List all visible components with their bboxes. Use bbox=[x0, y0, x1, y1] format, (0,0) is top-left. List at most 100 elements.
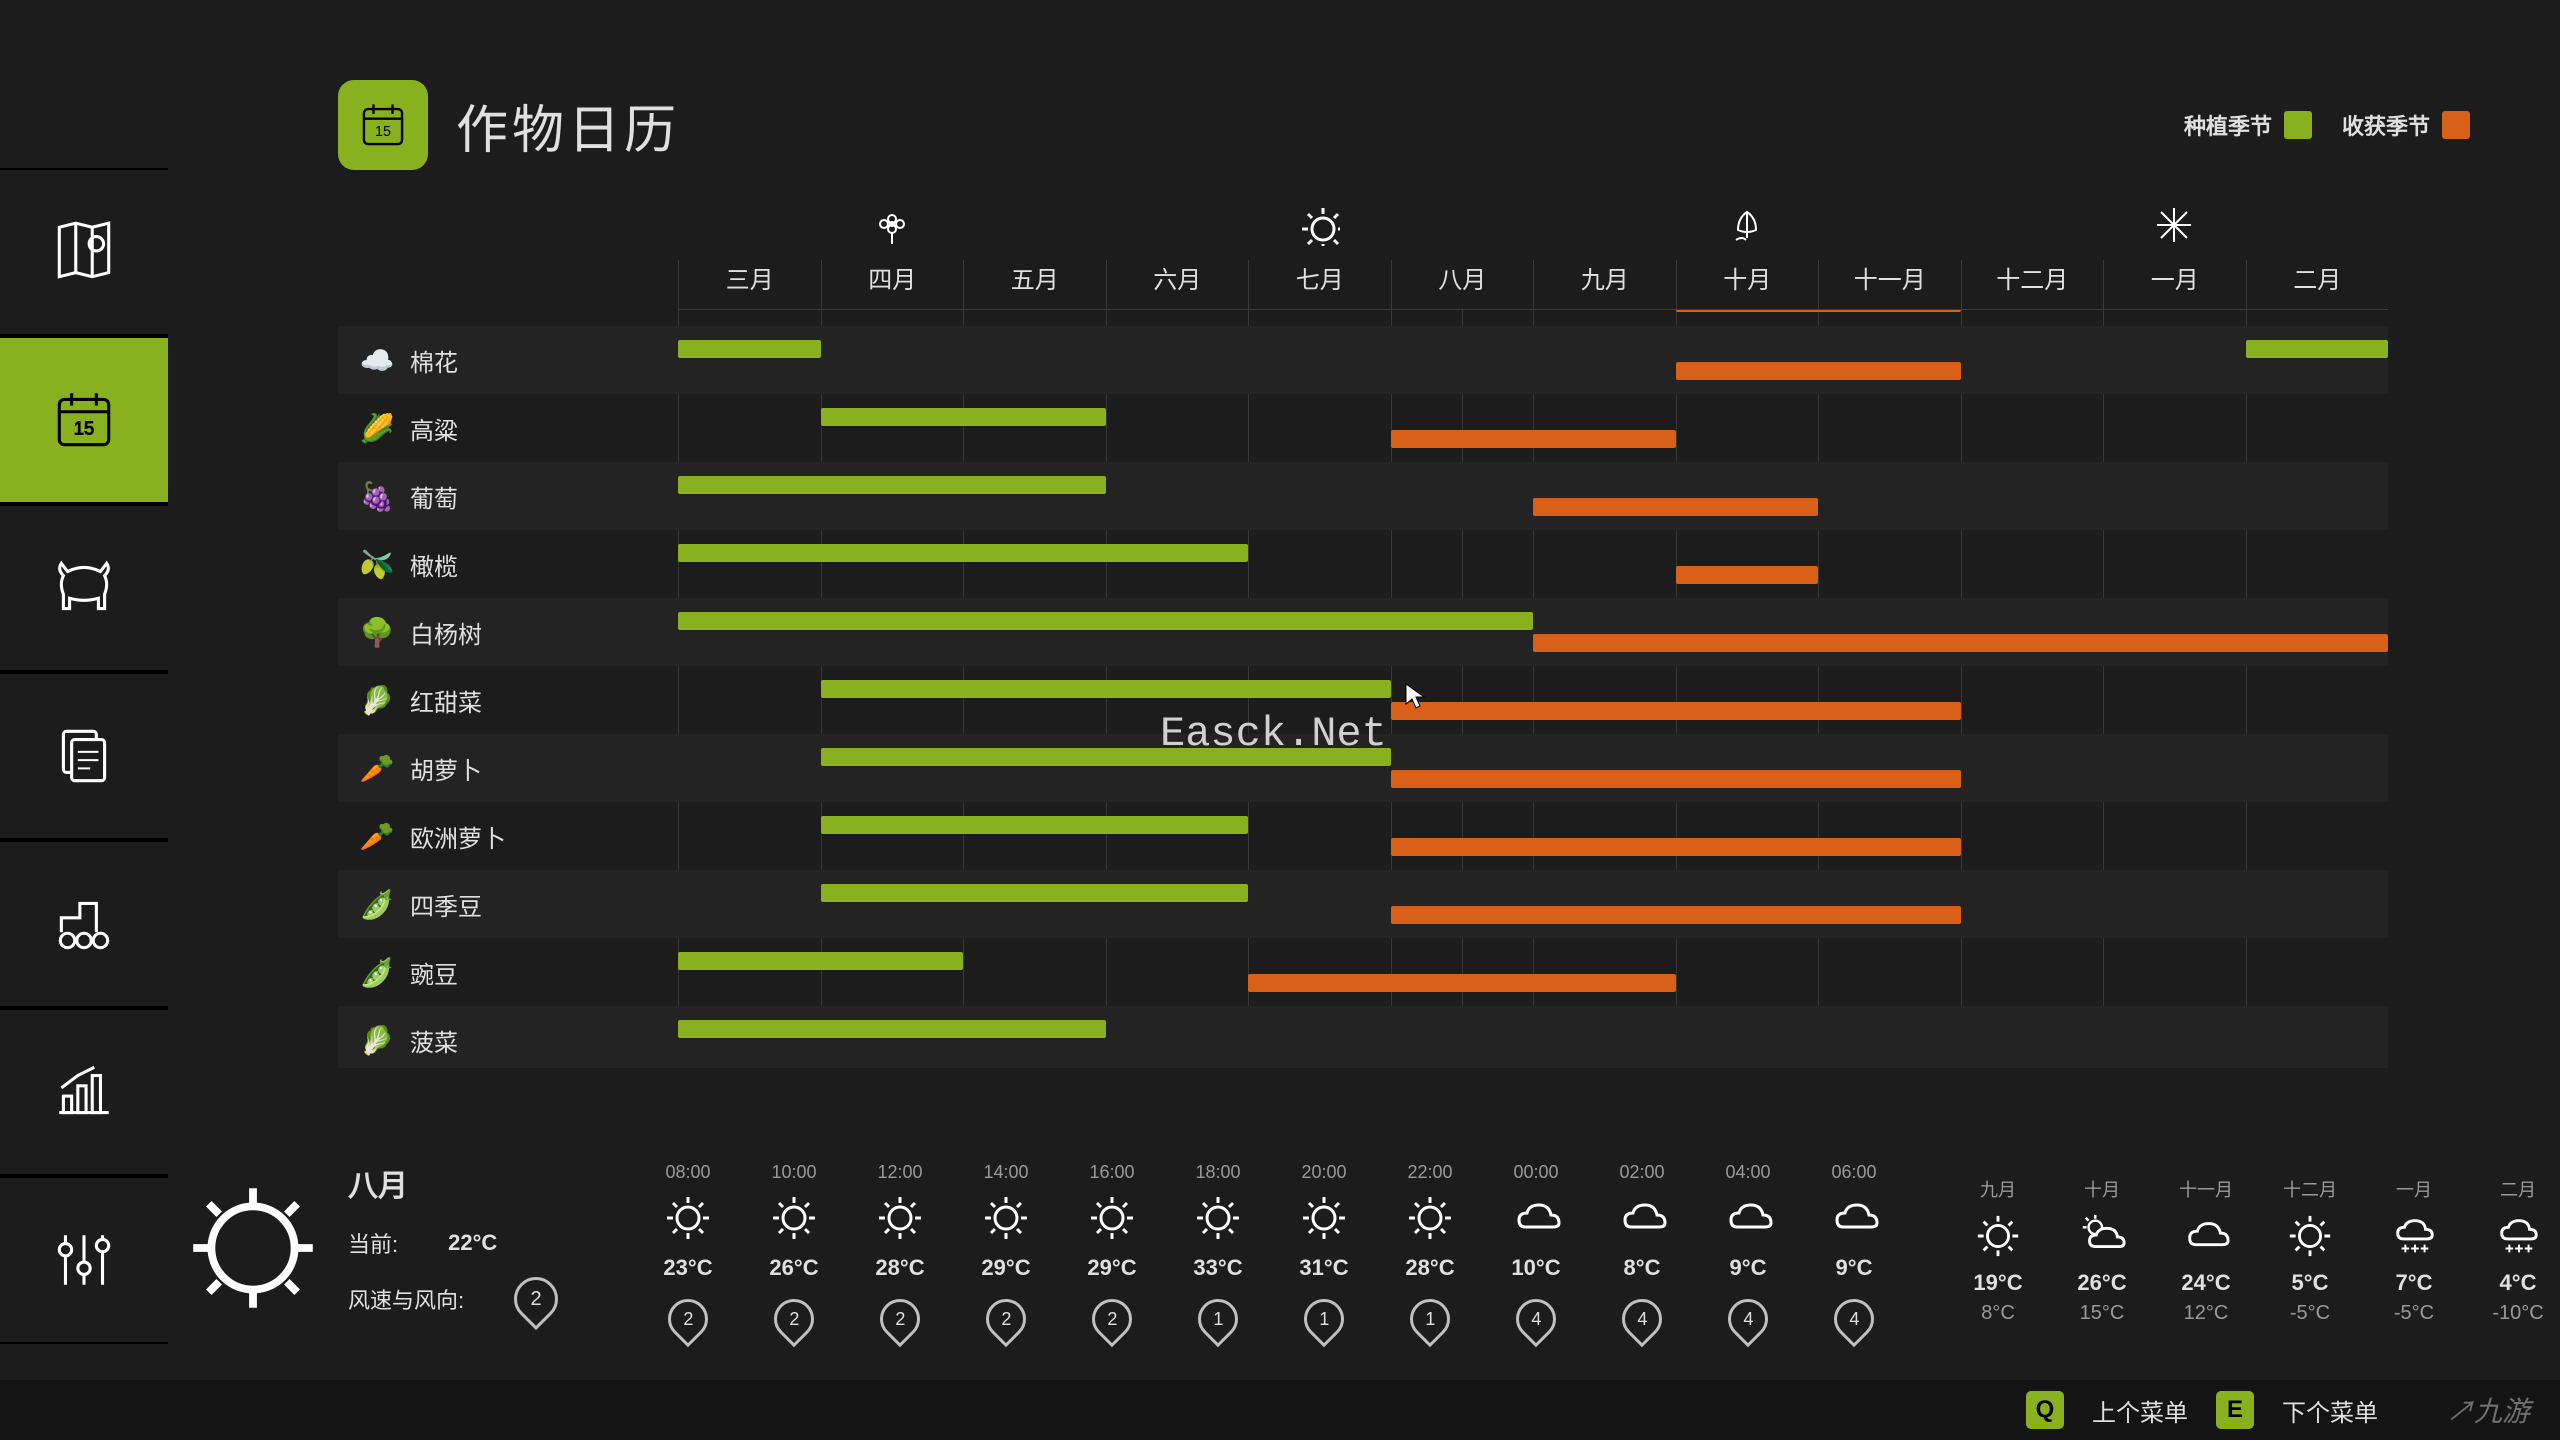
hour-time: 22:00 bbox=[1407, 1162, 1452, 1183]
wind-badge: 2 bbox=[978, 1290, 1035, 1347]
sidebar-item-stats[interactable] bbox=[0, 1008, 168, 1176]
wind-badge: 4 bbox=[1508, 1290, 1565, 1347]
month-fc-label: 一月 bbox=[2396, 1176, 2432, 1202]
hour-time: 16:00 bbox=[1089, 1162, 1134, 1183]
next-label: 下个菜单 bbox=[2282, 1393, 2378, 1428]
hourly-item: 02:00 8°C 4 bbox=[1600, 1162, 1684, 1339]
crop-name: 白杨树 bbox=[410, 615, 482, 650]
prev-label: 上个菜单 bbox=[2092, 1393, 2188, 1428]
sidebar-item-map[interactable] bbox=[0, 168, 168, 336]
hour-time: 10:00 bbox=[771, 1162, 816, 1183]
sidebar-item-garage[interactable] bbox=[0, 840, 168, 1008]
snow-icon bbox=[2390, 1212, 2438, 1260]
month-header: 十月 bbox=[1676, 260, 1819, 309]
page-title: 作物日历 bbox=[456, 88, 680, 163]
crop-row[interactable]: 🌾甘蔗 bbox=[338, 310, 2388, 326]
month-header: 二月 bbox=[2246, 260, 2389, 309]
hour-temp: 10°C bbox=[1511, 1255, 1560, 1281]
sidebar-item-settings[interactable] bbox=[0, 1176, 168, 1344]
wind-badge: 2 bbox=[1084, 1290, 1141, 1347]
crop-row[interactable]: 🥕欧洲萝卜 bbox=[338, 802, 2388, 870]
hourly-item: 12:00 28°C 2 bbox=[858, 1162, 942, 1339]
weather-current-month: 八月 bbox=[348, 1161, 558, 1205]
crop-row[interactable]: 🥬菠菜 bbox=[338, 1006, 2388, 1068]
cloud-icon bbox=[1511, 1193, 1561, 1243]
crop-icon: 🥬 bbox=[360, 683, 394, 717]
month-fc-label: 十二月 bbox=[2283, 1176, 2337, 1202]
month-fc-hi: 19°C bbox=[1973, 1270, 2022, 1296]
plant-bar bbox=[821, 816, 1249, 834]
wind-badge: 4 bbox=[1720, 1290, 1777, 1347]
wind-badge: 1 bbox=[1190, 1290, 1247, 1347]
season-leaf-fall-icon bbox=[1533, 198, 1961, 252]
bottom-nav: Q 上个菜单 E 下个菜单 ↗九游 bbox=[0, 1380, 2560, 1440]
crop-row[interactable]: 🌽高粱 bbox=[338, 394, 2388, 462]
month-fc-hi: 26°C bbox=[2077, 1270, 2126, 1296]
month-fc-lo: 15°C bbox=[2080, 1302, 2125, 1325]
crop-name: 红甜菜 bbox=[410, 683, 482, 718]
sidebar-item-animals[interactable] bbox=[0, 504, 168, 672]
wind-badge: 2 bbox=[766, 1290, 823, 1347]
hour-temp: 23°C bbox=[663, 1255, 712, 1281]
cloud-icon bbox=[2182, 1212, 2230, 1260]
month-fc-hi: 5°C bbox=[2292, 1270, 2329, 1296]
plant-bar bbox=[678, 476, 1106, 494]
season-row bbox=[678, 198, 2388, 252]
weather-current: 八月 当前: 22°C 风速与风向: 2 bbox=[188, 1161, 646, 1339]
title-icon bbox=[338, 80, 428, 170]
month-fc-lo: -5°C bbox=[2394, 1302, 2434, 1325]
hourly-item: 22:00 28°C 1 bbox=[1388, 1162, 1472, 1339]
wind-badge: 2 bbox=[872, 1290, 929, 1347]
hourly-item: 14:00 29°C 2 bbox=[964, 1162, 1048, 1339]
crop-name: 高粱 bbox=[410, 411, 458, 446]
season-snowflake-icon bbox=[1961, 198, 2389, 252]
month-fc-hi: 24°C bbox=[2181, 1270, 2230, 1296]
crop-name: 葡萄 bbox=[410, 479, 458, 514]
monthly-item: 九月 19°C 8°C bbox=[1956, 1176, 2040, 1325]
crop-row[interactable]: 🍇 葡萄 bbox=[338, 462, 2388, 530]
crop-icon: 🫛 bbox=[360, 955, 394, 989]
crop-row[interactable]: 🌳 白杨树 bbox=[338, 598, 2388, 666]
crop-row[interactable]: ☁️棉花 bbox=[338, 326, 2388, 394]
sidebar-item-finance[interactable] bbox=[0, 672, 168, 840]
harvest-bar bbox=[1391, 770, 1961, 788]
crop-name: 棉花 bbox=[410, 343, 458, 378]
month-header: 九月 bbox=[1533, 260, 1676, 309]
sidebar bbox=[0, 0, 168, 1440]
hour-temp: 8°C bbox=[1624, 1255, 1661, 1281]
hour-temp: 33°C bbox=[1193, 1255, 1242, 1281]
crop-icon: 🫒 bbox=[360, 547, 394, 581]
crop-row[interactable]: 🫛四季豆 bbox=[338, 870, 2388, 938]
harvest-bar bbox=[1391, 838, 1961, 856]
legend-plant-swatch bbox=[2284, 111, 2312, 139]
crop-row[interactable]: 🫛豌豆 bbox=[338, 938, 2388, 1006]
crop-icon: 🥕 bbox=[360, 819, 394, 853]
next-key[interactable]: E bbox=[2216, 1391, 2254, 1429]
sun-icon bbox=[1087, 1193, 1137, 1243]
harvest-bar bbox=[1533, 498, 1818, 516]
crop-icon: 🍇 bbox=[360, 479, 394, 513]
calendar-grid: 三月四月五月六月七月八月九月十月十一月十二月一月二月 🌾甘蔗☁️棉花🌽高粱🍇葡萄… bbox=[338, 198, 2388, 1068]
crop-icon: 🌳 bbox=[360, 615, 394, 649]
sun-icon bbox=[663, 1193, 713, 1243]
weather-current-label: 当前: bbox=[348, 1227, 398, 1259]
wind-badge: 4 bbox=[1826, 1290, 1883, 1347]
plant-bar bbox=[821, 408, 1106, 426]
crop-icon: 🥬 bbox=[360, 1023, 394, 1057]
month-header: 八月 bbox=[1391, 260, 1534, 309]
month-header: 十二月 bbox=[1961, 260, 2104, 309]
prev-key[interactable]: Q bbox=[2026, 1391, 2064, 1429]
crop-row[interactable]: 🥕胡萝卜 bbox=[338, 734, 2388, 802]
hour-temp: 9°C bbox=[1836, 1255, 1873, 1281]
plant-bar bbox=[821, 748, 1391, 766]
sun-icon bbox=[2286, 1212, 2334, 1260]
sidebar-item-calendar[interactable] bbox=[0, 336, 168, 504]
month-header: 四月 bbox=[821, 260, 964, 309]
month-fc-label: 九月 bbox=[1980, 1176, 2016, 1202]
crop-row[interactable]: 🥬 红甜菜 bbox=[338, 666, 2388, 734]
plant-bar bbox=[678, 1020, 1106, 1038]
hour-time: 20:00 bbox=[1301, 1162, 1346, 1183]
plant-bar bbox=[821, 680, 1391, 698]
crop-row[interactable]: 🫒橄榄 bbox=[338, 530, 2388, 598]
month-header: 五月 bbox=[963, 260, 1106, 309]
